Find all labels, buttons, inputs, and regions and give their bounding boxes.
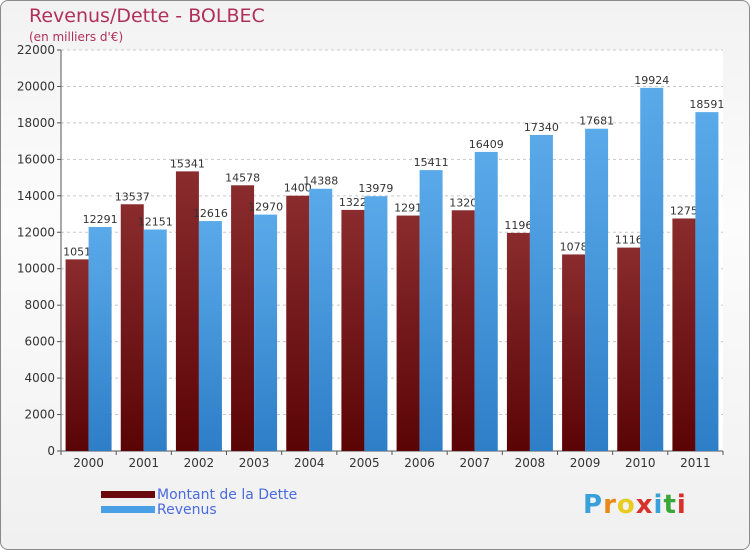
y-tick-label: 20000	[17, 79, 55, 93]
legend-item-dette: Montant de la Dette	[101, 486, 298, 503]
bar-revenus	[585, 128, 609, 451]
x-tick-label: 2010	[625, 456, 656, 470]
data-label-dette: 1116	[615, 234, 643, 247]
logo-letter: r	[603, 490, 617, 520]
y-tick-label: 8000	[24, 298, 55, 312]
data-label-dette: 1320	[449, 196, 477, 209]
x-tick-label: 2004	[294, 456, 325, 470]
logo-letter: o	[616, 490, 636, 520]
bar-dette	[396, 215, 420, 451]
legend-label-revenus: Revenus	[157, 501, 217, 518]
data-label-dette: 1400	[284, 182, 312, 195]
data-label-dette: 14578	[225, 171, 260, 184]
x-tick-label: 2006	[404, 456, 435, 470]
data-label-revenus: 13979	[358, 182, 393, 195]
data-label-dette: 1275	[670, 204, 698, 217]
y-tick-label: 16000	[17, 152, 55, 166]
x-tick-label: 2002	[184, 456, 215, 470]
bar-dette	[506, 232, 530, 451]
plot-area	[61, 50, 723, 451]
bar-revenus	[198, 221, 222, 451]
data-label-dette: 1322	[339, 196, 367, 209]
bar-revenus	[474, 151, 498, 451]
logo-letter: t	[663, 490, 677, 520]
y-tick-label: 0	[47, 444, 55, 458]
y-tick-label: 12000	[17, 225, 55, 239]
y-tick-label: 4000	[24, 371, 55, 385]
bar-dette	[120, 204, 144, 451]
legend-swatch-revenus	[101, 506, 155, 513]
data-label-dette: 1291	[394, 202, 422, 215]
proxiti-logo: Proxiti	[583, 490, 687, 520]
logo-letter: P	[583, 490, 604, 520]
data-label-revenus: 16409	[469, 138, 504, 151]
x-tick-label: 2001	[128, 456, 159, 470]
bar-dette	[451, 210, 475, 451]
logo-letter: i	[653, 490, 664, 520]
data-label-revenus: 12970	[248, 201, 283, 214]
bar-revenus	[364, 196, 388, 451]
x-tick-label: 2005	[349, 456, 380, 470]
chart-title: Revenus/Dette - BOLBEC	[29, 5, 265, 27]
bar-revenus	[640, 87, 664, 452]
x-tick-label: 2008	[515, 456, 546, 470]
bar-dette	[286, 195, 310, 451]
bar-dette	[617, 247, 641, 451]
data-label-revenus: 12616	[193, 207, 228, 220]
bar-revenus	[254, 214, 278, 451]
y-tick-label: 10000	[17, 262, 55, 276]
legend-label-dette: Montant de la Dette	[157, 486, 298, 503]
x-tick-label: 2011	[680, 456, 711, 470]
data-label-revenus: 12151	[138, 216, 173, 229]
bar-revenus	[88, 226, 112, 451]
logo-letter: i	[676, 490, 687, 520]
data-label-revenus: 17681	[579, 115, 614, 128]
data-label-revenus: 15411	[414, 156, 449, 169]
data-label-revenus: 14388	[303, 175, 338, 188]
bar-revenus	[529, 134, 553, 451]
bar-dette	[65, 259, 89, 451]
data-label-dette: 15341	[170, 157, 205, 170]
y-tick-label: 14000	[17, 189, 55, 203]
x-tick-label: 2007	[459, 456, 490, 470]
data-label-revenus: 17340	[524, 121, 559, 134]
y-tick-label: 6000	[24, 335, 55, 349]
legend-item-revenus: Revenus	[101, 501, 297, 518]
legend-swatch-dette	[101, 491, 155, 498]
bar-revenus	[143, 229, 167, 451]
logo-letter: x	[635, 490, 654, 520]
bar-dette	[562, 254, 586, 451]
data-label-revenus: 18591	[689, 98, 724, 111]
data-label-revenus: 12291	[83, 213, 118, 226]
y-tick-label: 2000	[24, 408, 55, 422]
data-label-dette: 13537	[115, 190, 150, 203]
y-tick-label: 18000	[17, 116, 55, 130]
bar-revenus	[419, 170, 443, 452]
data-label-dette: 1051	[63, 245, 91, 258]
data-label-revenus: 19924	[634, 74, 669, 87]
chart-subtitle: (en milliers d'€)	[29, 30, 124, 44]
bar-dette	[672, 218, 696, 451]
data-label-dette: 1078	[560, 240, 588, 253]
x-tick-label: 2000	[73, 456, 104, 470]
x-tick-label: 2003	[239, 456, 270, 470]
bar-revenus	[309, 188, 333, 451]
x-tick-label: 2009	[570, 456, 601, 470]
data-label-dette: 1196	[504, 219, 532, 232]
bar-dette	[175, 171, 199, 451]
legend: Montant de la Dette Revenus	[101, 486, 298, 518]
bar-dette	[231, 185, 255, 451]
y-tick-label: 22000	[17, 43, 55, 57]
bar-dette	[341, 209, 365, 451]
bar-revenus	[695, 112, 719, 451]
